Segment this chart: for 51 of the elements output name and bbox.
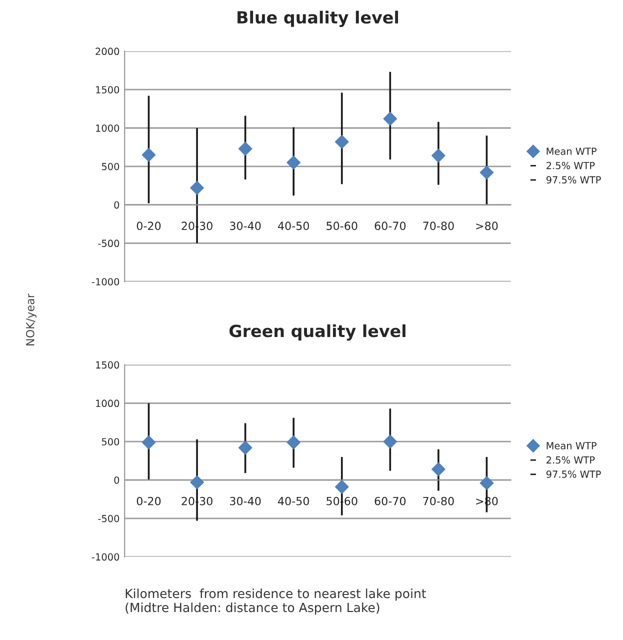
point — [286, 435, 301, 450]
y-tick-label: 1000 — [96, 124, 120, 132]
x-tick-label: 60-70 — [374, 496, 406, 506]
point — [431, 462, 446, 476]
point — [238, 440, 252, 455]
chart-title: Blue quality level — [238, 10, 398, 28]
point — [383, 112, 398, 126]
y-tick-label: 0 — [114, 476, 120, 484]
x-tick-label: 40-50 — [278, 496, 309, 506]
point — [142, 148, 156, 162]
x-tick-label: 0-20 — [136, 222, 161, 230]
x-tick-label: 60-70 — [374, 222, 406, 230]
y-tick-label: -1000 — [92, 278, 120, 286]
point — [286, 156, 301, 170]
y-tick-label: 0 — [114, 201, 120, 209]
point — [383, 434, 398, 449]
point — [431, 148, 446, 163]
y-tick-label: -500 — [98, 514, 120, 522]
x-axis-title: Kilometers from residence to nearest lake point (Midtre Halden: distance to Aspern Lake) — [126, 588, 426, 615]
y-tick-label: -1000 — [92, 553, 120, 561]
x-tick-label: 30-40 — [230, 496, 261, 506]
x-tick-label: 0-20 — [136, 496, 161, 506]
point — [190, 180, 204, 195]
point — [142, 435, 156, 450]
legend-label: Mean WTP — [546, 148, 596, 155]
y-axis-title: NOK/year — [26, 294, 37, 346]
point — [480, 166, 494, 180]
y-tick-label: 1500 — [96, 361, 120, 369]
point — [238, 142, 252, 156]
point — [190, 475, 204, 490]
x-tick-label: 40-50 — [278, 222, 309, 230]
x-tick-label: 50-60 — [326, 222, 358, 230]
point — [480, 476, 494, 490]
y-tick-label: 500 — [102, 162, 120, 170]
text: 2.5% WTP — [546, 162, 595, 170]
y-tick-label: -500 — [98, 240, 120, 248]
point — [334, 134, 349, 149]
legend-label: Mean WTP — [546, 442, 596, 450]
x-tick-label: 30-40 — [230, 222, 261, 230]
y-tick-label: 1000 — [96, 400, 120, 408]
point — [334, 480, 349, 494]
text: 97.5% WTP — [546, 176, 601, 184]
x-tick-label: 70-80 — [423, 496, 454, 506]
y-tick-label: 2000 — [96, 48, 120, 56]
chart-title: Green quality level — [229, 324, 406, 341]
y-tick-label: 500 — [102, 438, 120, 446]
x-tick-label: >80 — [476, 222, 498, 230]
y-tick-label: 1500 — [96, 86, 120, 94]
text: 2.5% WTP — [546, 456, 595, 464]
text: 97.5% WTP — [546, 470, 601, 478]
x-tick-label: 70-80 — [423, 222, 454, 230]
